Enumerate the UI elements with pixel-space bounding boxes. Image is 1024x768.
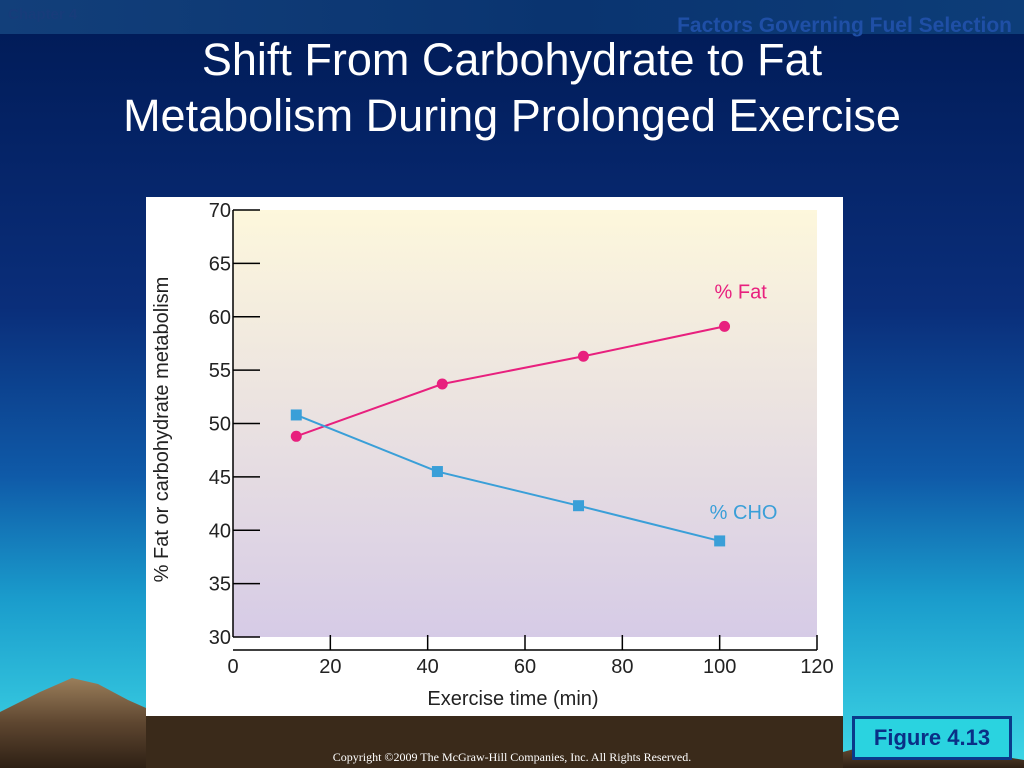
copyright-text: Copyright ©2009 The McGraw-Hill Companie… — [332, 750, 692, 764]
slide-title: Shift From Carbohydrate to Fat Metabolis… — [0, 32, 1024, 144]
figure-label: Figure 4.13 — [852, 716, 1012, 760]
x-tick-label: 60 — [514, 656, 536, 678]
data-point-fat — [290, 430, 302, 442]
series-line-fat — [295, 325, 725, 438]
y-tick-label: 65 — [209, 253, 231, 275]
data-point-cho — [290, 409, 302, 421]
data-point-cho — [714, 535, 726, 547]
y-axis-label: % Fat or carbohydrate metabolism — [151, 277, 173, 583]
y-tick-label: 70 — [209, 200, 231, 222]
x-tick-label: 120 — [800, 656, 833, 678]
data-point-fat — [436, 378, 448, 390]
chart-panel: 30 35 40 45 50 55 60 65 70 0 20 40 60 80 100 120 Exercis… — [146, 197, 843, 716]
series-label-cho: % CHO — [710, 502, 778, 524]
series-label-fat: % Fat — [715, 281, 768, 303]
x-tick-label: 80 — [611, 656, 633, 678]
y-tick-label: 40 — [209, 520, 231, 542]
y-tick-label: 60 — [209, 307, 231, 329]
data-point-fat — [719, 320, 731, 332]
slide-title-line1: Shift From Carbohydrate to Fat — [201, 34, 823, 85]
plot-area — [233, 210, 817, 637]
series-line-cho — [295, 414, 720, 542]
x-tick-label: 0 — [227, 656, 238, 678]
x-tick-label: 100 — [703, 656, 736, 678]
chart-svg: 30 35 40 45 50 55 60 65 70 0 20 40 60 80 100 120 Exercis… — [151, 200, 834, 710]
section-title: Factors Governing Fuel Selection — [677, 14, 1012, 37]
slide-title-line2: Metabolism During Prolonged Exercise — [123, 90, 901, 141]
data-point-cho — [431, 466, 443, 478]
y-tick-label: 30 — [209, 627, 231, 649]
y-tick-label: 55 — [209, 360, 231, 382]
y-tick-label: 45 — [209, 467, 231, 489]
y-tick-label: 35 — [209, 574, 231, 596]
x-tick-label: 20 — [319, 656, 341, 678]
header-band — [0, 0, 1024, 34]
data-point-cho — [573, 500, 585, 512]
chapter-label: Chapter 4 — [8, 6, 78, 23]
x-axis-label: Exercise time (min) — [427, 688, 598, 710]
mountain-landscape — [0, 678, 1024, 768]
x-tick-label: 40 — [417, 656, 439, 678]
y-tick-label: 50 — [209, 414, 231, 436]
data-point-fat — [577, 350, 589, 362]
